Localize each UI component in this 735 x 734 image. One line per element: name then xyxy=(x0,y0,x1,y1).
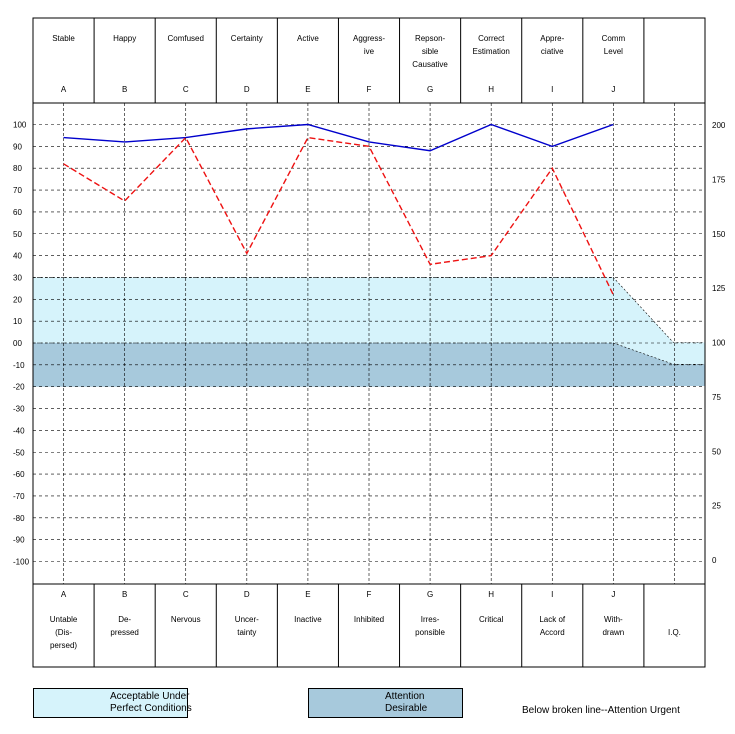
left-axis-tick: 20 xyxy=(13,295,22,304)
left-axis-tick: -100 xyxy=(13,558,30,567)
footer-column-letter: F xyxy=(367,590,372,599)
legend-acceptable-line-1: Acceptable Under xyxy=(110,691,190,702)
right-axis-tick: 100 xyxy=(712,339,726,348)
footer-column-letter: G xyxy=(427,590,433,599)
right-axis-tick: 0 xyxy=(712,556,717,565)
header-trait-label: Level xyxy=(604,47,623,56)
header-column-letter: B xyxy=(122,85,127,94)
footer-trait-label: persed) xyxy=(50,641,77,650)
footer-column-letter: B xyxy=(122,590,127,599)
right-axis-tick: 75 xyxy=(712,393,721,402)
chart-frame xyxy=(32,17,706,668)
header-trait-label: Stable xyxy=(52,34,75,43)
right-axis-tick: 125 xyxy=(712,284,726,293)
footer-trait-label: Irres- xyxy=(421,615,440,624)
right-axis-tick: 25 xyxy=(712,502,721,511)
footer-column-letter: E xyxy=(305,590,310,599)
header-column-letter: A xyxy=(61,85,67,94)
footer-trait-label: ponsible xyxy=(415,628,445,637)
footer-trait-label: Critical xyxy=(479,615,504,624)
header-trait-label: Comfused xyxy=(167,34,203,43)
header-column-letter: G xyxy=(427,85,433,94)
footer-column-letter: I xyxy=(551,590,553,599)
footer-column-letter: J xyxy=(611,590,615,599)
right-axis-tick: 150 xyxy=(712,230,726,239)
header-trait-label: Aggress- xyxy=(353,34,385,43)
header-trait-label: Active xyxy=(297,34,319,43)
header-column-letter: D xyxy=(244,85,250,94)
left-axis-tick: -50 xyxy=(13,448,25,457)
left-axis-tick: -20 xyxy=(13,383,25,392)
band-acceptable-edge xyxy=(33,277,705,343)
left-axis-tick: 30 xyxy=(13,273,22,282)
left-axis-tick: 40 xyxy=(13,252,22,261)
footer-column-letter: D xyxy=(244,590,250,599)
footer-trait-label: Inactive xyxy=(294,615,322,624)
header-column-letter: F xyxy=(367,85,372,94)
header-trait-label: ciative xyxy=(541,47,564,56)
header-column-letter: I xyxy=(551,85,553,94)
left-axis-tick: -10 xyxy=(13,361,25,370)
footer-trait-label: Accord xyxy=(540,628,565,637)
left-axis-tick: -80 xyxy=(13,514,25,523)
band-attention-edge xyxy=(33,342,705,365)
series-line-2 xyxy=(63,136,614,296)
header-column-letter: J xyxy=(611,85,615,94)
header-trait-label: Comm xyxy=(602,34,626,43)
left-axis-tick: -40 xyxy=(13,426,25,435)
footer-trait-label: With- xyxy=(604,615,623,624)
header-trait-label: Causative xyxy=(412,60,448,69)
oca-chart: Stable A A Untable (Dis-persed) Happy B B De-pre… xyxy=(13,17,726,668)
legend-attention-line-1: Attention xyxy=(385,691,425,702)
header-column-letter: H xyxy=(488,85,494,94)
legend-acceptable-swatch xyxy=(33,688,188,718)
header-trait-label: Estimation xyxy=(473,47,510,56)
header-column-letter: C xyxy=(183,85,189,94)
left-axis-tick: -90 xyxy=(13,536,25,545)
footer-trait-label: De- xyxy=(118,615,131,624)
footer-trait-label: tainty xyxy=(237,628,256,637)
footer-column-letter: C xyxy=(183,590,189,599)
footer-column-letter: A xyxy=(61,590,67,599)
footer-trait-label: (Dis- xyxy=(55,628,72,637)
footer-column-letter: H xyxy=(488,590,494,599)
legend-attention-line-2: Desirable xyxy=(385,703,428,714)
right-axis-tick: 175 xyxy=(712,175,726,184)
header-trait-label: Correct xyxy=(478,34,505,43)
legend-urgent-label: Below broken line--Attention Urgent xyxy=(522,705,680,716)
header-trait-label: Certainty xyxy=(231,34,263,43)
header-trait-label: sible xyxy=(422,47,439,56)
left-axis-tick: 00 xyxy=(13,339,22,348)
footer-trait-label: drawn xyxy=(602,628,624,637)
legend-acceptable-line-2: Perfect Conditions xyxy=(110,703,192,714)
right-axis-tick: 50 xyxy=(712,447,721,456)
footer-trait-label: Lack of xyxy=(539,615,566,624)
left-axis-tick: -30 xyxy=(13,405,25,414)
left-axis-tick: -60 xyxy=(13,470,25,479)
header-trait-label: Repson- xyxy=(415,34,446,43)
header-trait-label: ive xyxy=(364,47,375,56)
left-axis-tick: -70 xyxy=(13,492,25,501)
right-axis-tick: 200 xyxy=(712,121,726,130)
left-axis-tick: 10 xyxy=(13,317,22,326)
footer-trait-label: pressed xyxy=(110,628,138,637)
footer-trait-label: I.Q. xyxy=(668,628,681,637)
legend-acceptable-label: Acceptable Under Perfect Conditions xyxy=(110,691,192,715)
footer-trait-label: Untable xyxy=(50,615,78,624)
header-trait-label: Appre- xyxy=(540,34,564,43)
header-trait-label: Happy xyxy=(113,34,136,43)
legend-attention-label: Attention Desirable xyxy=(385,691,427,715)
left-axis-tick: 60 xyxy=(13,208,22,217)
legend-attention-swatch xyxy=(308,688,463,718)
left-axis-tick: 80 xyxy=(13,164,22,173)
footer-trait-label: Uncer- xyxy=(235,615,259,624)
left-axis-tick: 90 xyxy=(13,142,22,151)
left-axis-tick: 70 xyxy=(13,186,22,195)
left-axis-tick: 50 xyxy=(13,230,22,239)
footer-trait-label: Inhibited xyxy=(354,615,384,624)
footer-trait-label: Nervous xyxy=(171,615,201,624)
series-line-1 xyxy=(63,123,614,152)
header-column-letter: E xyxy=(305,85,310,94)
left-axis-tick: 100 xyxy=(13,121,27,130)
